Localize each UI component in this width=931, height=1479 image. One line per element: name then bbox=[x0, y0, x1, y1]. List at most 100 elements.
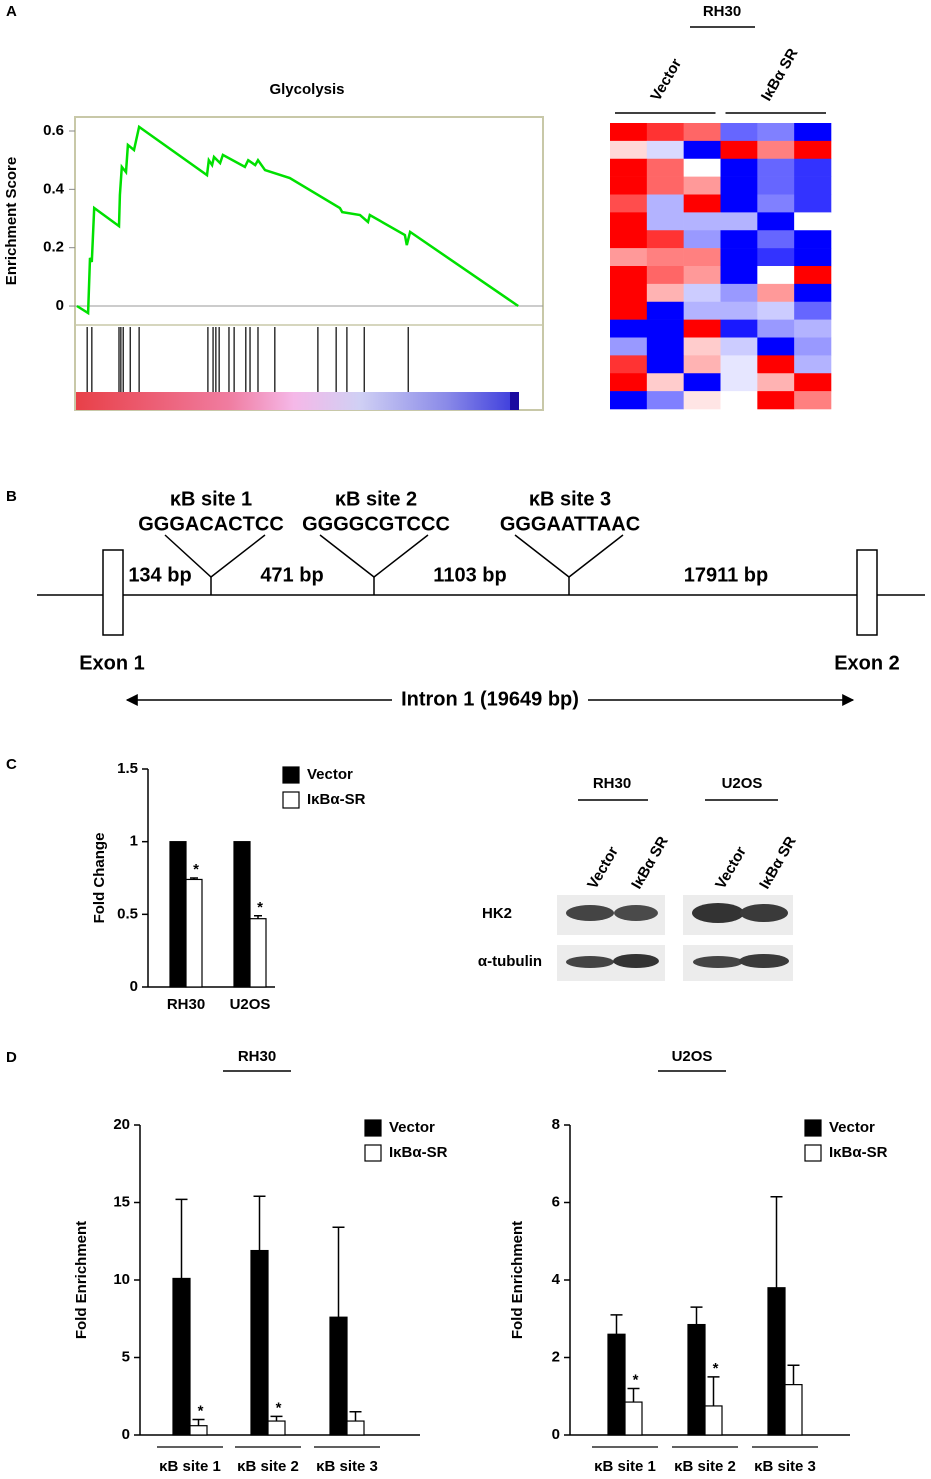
y-tick-label: 0 bbox=[552, 1426, 560, 1443]
heatmap-cell bbox=[757, 248, 795, 267]
site-label: κB site 1 bbox=[170, 488, 252, 510]
heatmap-cell bbox=[683, 140, 721, 160]
site-sequence: GGGAATTAAC bbox=[500, 513, 640, 535]
y-tick-label: 20 bbox=[113, 1116, 130, 1133]
heatmap-cell bbox=[794, 176, 832, 195]
error-bar bbox=[332, 1226, 345, 1318]
segment-length: 1103 bp bbox=[433, 564, 506, 586]
heatmap-cell bbox=[720, 158, 758, 177]
heatmap-cell bbox=[646, 283, 684, 303]
y-tick-label: 0 bbox=[56, 297, 64, 314]
heatmap-cell bbox=[757, 301, 795, 320]
heatmap-cell bbox=[757, 212, 795, 231]
y-tick-label: 1.5 bbox=[117, 760, 138, 777]
heatmap-cell bbox=[646, 230, 684, 249]
y-axis-label: Fold Enrichment bbox=[509, 1221, 526, 1339]
heatmap-cell bbox=[610, 230, 648, 249]
heatmap-cell bbox=[610, 123, 648, 142]
bar bbox=[169, 841, 187, 988]
y-tick-label: 10 bbox=[113, 1271, 130, 1288]
significance-mark: * bbox=[198, 1402, 204, 1419]
x-tick-label: κB site 2 bbox=[237, 1458, 299, 1475]
panel-label: D bbox=[6, 1049, 17, 1066]
heatmap-cell bbox=[794, 230, 832, 249]
error-bar bbox=[690, 1306, 703, 1325]
heatmap-cell bbox=[683, 158, 721, 177]
x-tick-label: κB site 1 bbox=[159, 1458, 221, 1475]
heatmap-cell bbox=[794, 194, 832, 213]
exon bbox=[102, 549, 124, 636]
y-tick-label: 0.2 bbox=[43, 239, 64, 256]
y-tick-label: 15 bbox=[113, 1193, 130, 1210]
blot-row-label: α-tubulin bbox=[478, 953, 542, 970]
heatmap-cell bbox=[794, 391, 832, 410]
rank-bar bbox=[76, 392, 512, 410]
bar bbox=[172, 1277, 191, 1436]
heatmap-cell bbox=[720, 337, 758, 356]
y-axis-label: Fold Enrichment bbox=[73, 1221, 90, 1339]
heatmap-cell bbox=[683, 283, 721, 303]
bar bbox=[607, 1333, 626, 1436]
heatmap-cell bbox=[610, 355, 648, 374]
x-tick-label: κB site 3 bbox=[316, 1458, 378, 1475]
heatmap-cell bbox=[610, 337, 648, 356]
heatmap-cell bbox=[794, 140, 832, 160]
legend-label: Vector bbox=[829, 1119, 875, 1136]
heatmap-cell bbox=[720, 176, 758, 195]
error-bar bbox=[627, 1387, 640, 1403]
error-bar bbox=[192, 1418, 205, 1426]
y-tick-label: 4 bbox=[552, 1271, 561, 1288]
heatmap-cell bbox=[683, 355, 721, 374]
error-bar bbox=[349, 1411, 362, 1422]
error-bar bbox=[610, 1314, 623, 1335]
heatmap-cell bbox=[757, 355, 795, 374]
x-tick-label: RH30 bbox=[167, 996, 205, 1013]
bar bbox=[329, 1316, 348, 1436]
legend-swatch bbox=[804, 1119, 822, 1137]
heatmap-cell bbox=[794, 248, 832, 267]
error-bar bbox=[787, 1364, 800, 1385]
heatmap-cell bbox=[757, 391, 795, 410]
heatmap-cell bbox=[794, 123, 832, 142]
bar bbox=[249, 918, 267, 988]
heatmap-cell bbox=[757, 176, 795, 195]
site-marker bbox=[514, 534, 624, 578]
heatmap-cell bbox=[610, 176, 648, 195]
lane-label: IκBα SR bbox=[756, 833, 800, 892]
band bbox=[739, 954, 789, 968]
heatmap-cell bbox=[794, 373, 832, 392]
band bbox=[740, 904, 788, 922]
group-label: Vector bbox=[647, 56, 685, 104]
heatmap-cell bbox=[610, 319, 648, 338]
heatmap-cell bbox=[794, 212, 832, 231]
significance-mark: * bbox=[713, 1360, 719, 1377]
heatmap-cell bbox=[683, 266, 721, 285]
gsea-frame bbox=[74, 116, 544, 411]
segment-length: 17911 bp bbox=[684, 564, 769, 586]
site-sequence: GGGGCGTCCC bbox=[302, 513, 450, 535]
heatmap-cell bbox=[646, 212, 684, 231]
heatmap-cell bbox=[646, 391, 684, 410]
legend-label: Vector bbox=[389, 1119, 435, 1136]
panel-label: B bbox=[6, 488, 17, 505]
legend-label: IκBα-SR bbox=[389, 1144, 448, 1161]
x-tick-label: κB site 3 bbox=[754, 1458, 816, 1475]
heatmap-cell bbox=[720, 391, 758, 410]
heatmap-cell bbox=[646, 194, 684, 213]
panel-label: C bbox=[6, 756, 17, 773]
heatmap-cell bbox=[610, 373, 648, 392]
heatmap-cell bbox=[610, 212, 648, 231]
y-tick-label: 0.5 bbox=[117, 905, 138, 922]
rank-bar-end bbox=[510, 392, 519, 410]
legend-swatch bbox=[364, 1144, 382, 1162]
exon-label: Exon 1 bbox=[79, 652, 145, 674]
legend-swatch bbox=[282, 766, 300, 784]
segment-length: 134 bp bbox=[128, 564, 191, 586]
bar bbox=[624, 1401, 643, 1436]
heatmap-cell bbox=[610, 140, 648, 160]
heatmap-cell bbox=[720, 194, 758, 213]
heatmap-title: RH30 bbox=[703, 3, 741, 20]
heatmap-cell bbox=[720, 355, 758, 374]
heatmap-cell bbox=[683, 373, 721, 392]
bar bbox=[346, 1420, 365, 1436]
